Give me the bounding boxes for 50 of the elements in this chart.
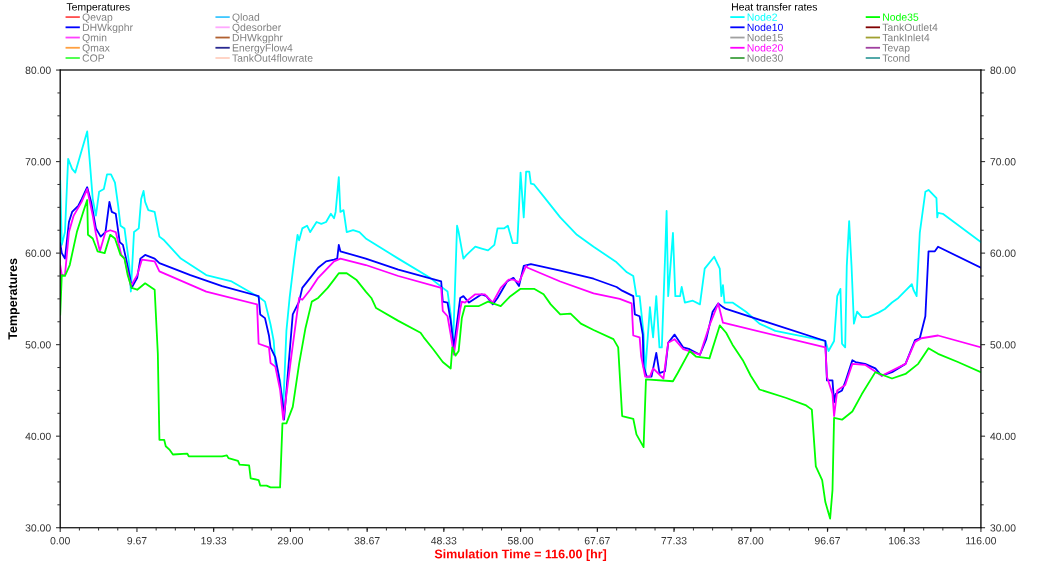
- x-tick-label: 106.33: [889, 537, 920, 545]
- legend-label: Node10: [747, 23, 783, 32]
- legend-label: TankOutlet4: [882, 23, 938, 32]
- legend-label: Node15: [747, 33, 783, 42]
- y-tick-label: 50.00: [25, 341, 51, 349]
- x-tick-label: 96.67: [814, 537, 840, 545]
- legend-label: Qdesorber: [232, 23, 282, 33]
- x-tick-label: 48.33: [431, 537, 457, 545]
- legend-label: TankOut4flowrate: [232, 54, 313, 62]
- y-tick-label: 30.00: [25, 524, 51, 532]
- legend-label: COP: [82, 54, 105, 62]
- legend-label: Node35: [883, 13, 919, 21]
- y2-tick-label: 60.00: [990, 249, 1016, 257]
- x-tick-label: 77.33: [661, 537, 687, 545]
- y-tick-label: 40.00: [25, 432, 51, 441]
- legend-label: Tevap: [882, 44, 910, 54]
- legend-label: DHWkgphr: [82, 23, 133, 34]
- y-tick-label: 60.00: [25, 249, 51, 257]
- x-axis-title: Simulation Time = 116.00 [hr]: [434, 549, 607, 561]
- text: Heat transfer rates: [732, 2, 818, 11]
- x-tick-label: 67.67: [584, 537, 610, 545]
- legend-label: EnergyFlow4: [232, 43, 293, 54]
- y-tick-label: 70.00: [25, 158, 51, 166]
- x-tick-label: 87.00: [738, 537, 764, 545]
- y-tick-label: 80.00: [25, 66, 51, 74]
- x-tick-label: 19.33: [201, 537, 227, 545]
- x-tick-label: 9.67: [127, 537, 147, 545]
- y-axis-title: Temperatures: [8, 258, 20, 340]
- legend-label: Qmin: [82, 33, 107, 44]
- legend-label: Tcond: [882, 54, 910, 62]
- y2-tick-label: 40.00: [990, 432, 1016, 441]
- text: Temperatures: [66, 3, 130, 13]
- legend-label: Qmax: [82, 44, 110, 54]
- y2-tick-label: 70.00: [990, 158, 1016, 166]
- legend-label: TankInlet4: [882, 33, 930, 42]
- legend-label: Node2: [747, 13, 777, 21]
- legend-label: Qevap: [82, 13, 113, 23]
- legend-label: Node20: [747, 43, 783, 52]
- legend-label: DHWkgphr: [232, 33, 283, 44]
- y2-tick-label: 50.00: [990, 341, 1016, 349]
- y2-tick-label: 30.00: [990, 524, 1016, 532]
- x-tick-label: 38.67: [354, 537, 380, 545]
- x-tick-label: 29.00: [277, 537, 304, 545]
- x-tick-label: 58.00: [507, 537, 534, 545]
- x-tick-label: 0.00: [50, 537, 70, 545]
- y2-tick-label: 80.00: [990, 66, 1016, 74]
- line-series: [60, 199, 981, 520]
- x-tick-label: 116.00: [966, 537, 997, 545]
- legend-label: Node30: [747, 54, 783, 62]
- legend-label: Qload: [232, 13, 260, 23]
